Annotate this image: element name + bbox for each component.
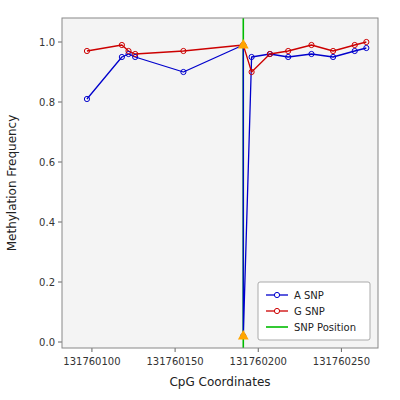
y-tick-label: 0.6 <box>39 157 55 168</box>
point-marker <box>286 48 291 53</box>
plot-area <box>62 18 378 348</box>
y-tick <box>58 102 62 103</box>
legend: A SNP G SNP SNP Position <box>258 282 370 340</box>
legend-swatch <box>266 326 288 328</box>
legend-label: SNP Position <box>294 322 356 333</box>
x-tick <box>175 348 176 352</box>
point-marker <box>181 69 186 74</box>
legend-marker <box>274 308 279 313</box>
point-marker <box>364 45 369 50</box>
x-axis-label: CpG Coordinates <box>169 375 270 389</box>
point-marker <box>352 48 357 53</box>
y-tick-label: 0.0 <box>39 337 55 348</box>
point-marker <box>364 39 369 44</box>
y-tick-label: 1.0 <box>39 37 55 48</box>
point-marker <box>267 51 272 56</box>
x-tick-label: 131760250 <box>313 356 370 367</box>
y-tick <box>58 342 62 343</box>
point-marker <box>249 54 254 59</box>
legend-label: A SNP <box>294 290 324 301</box>
y-axis-label: Methylation Frequency <box>5 115 19 252</box>
axes: 131760100 131760150 131760200 131760250 0.0 0… <box>39 37 370 368</box>
y-tick-label: 0.8 <box>39 97 55 108</box>
point-marker <box>249 69 254 74</box>
chart: 131760100 131760150 131760200 131760250 0.0 0… <box>0 0 400 400</box>
point-marker <box>330 48 335 53</box>
x-tick-label: 131760150 <box>146 356 203 367</box>
y-tick <box>58 162 62 163</box>
legend-box <box>258 282 370 340</box>
x-tick <box>258 348 259 352</box>
y-tick <box>58 222 62 223</box>
point-marker <box>126 48 131 53</box>
point-marker <box>352 42 357 47</box>
legend-label: G SNP <box>294 306 325 317</box>
point-marker <box>119 54 124 59</box>
triangle-marker <box>238 39 249 49</box>
point-marker <box>84 48 89 53</box>
point-marker <box>119 42 124 47</box>
point-marker <box>267 51 272 56</box>
series-line <box>87 42 366 72</box>
x-tick <box>91 348 92 352</box>
triangles <box>238 39 249 340</box>
y-tick <box>58 282 62 283</box>
point-marker <box>84 96 89 101</box>
legend-marker <box>274 292 279 297</box>
x-tick-label: 131760100 <box>63 356 120 367</box>
x-tick <box>341 348 342 352</box>
y-tick <box>58 42 62 43</box>
x-tick-label: 131760200 <box>230 356 287 367</box>
point-marker <box>181 48 186 53</box>
point-marker <box>133 51 138 56</box>
plot-frame <box>62 18 378 348</box>
point-marker <box>309 51 314 56</box>
point-marker <box>309 42 314 47</box>
triangle-marker <box>238 330 249 340</box>
y-tick-label: 0.4 <box>39 217 55 228</box>
point-marker <box>286 54 291 59</box>
y-tick-label: 0.2 <box>39 277 55 288</box>
point-marker <box>330 54 335 59</box>
